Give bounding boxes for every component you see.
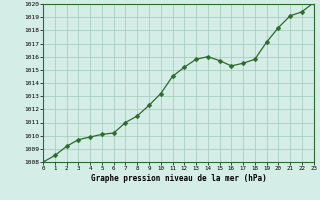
X-axis label: Graphe pression niveau de la mer (hPa): Graphe pression niveau de la mer (hPa) [91,174,266,183]
